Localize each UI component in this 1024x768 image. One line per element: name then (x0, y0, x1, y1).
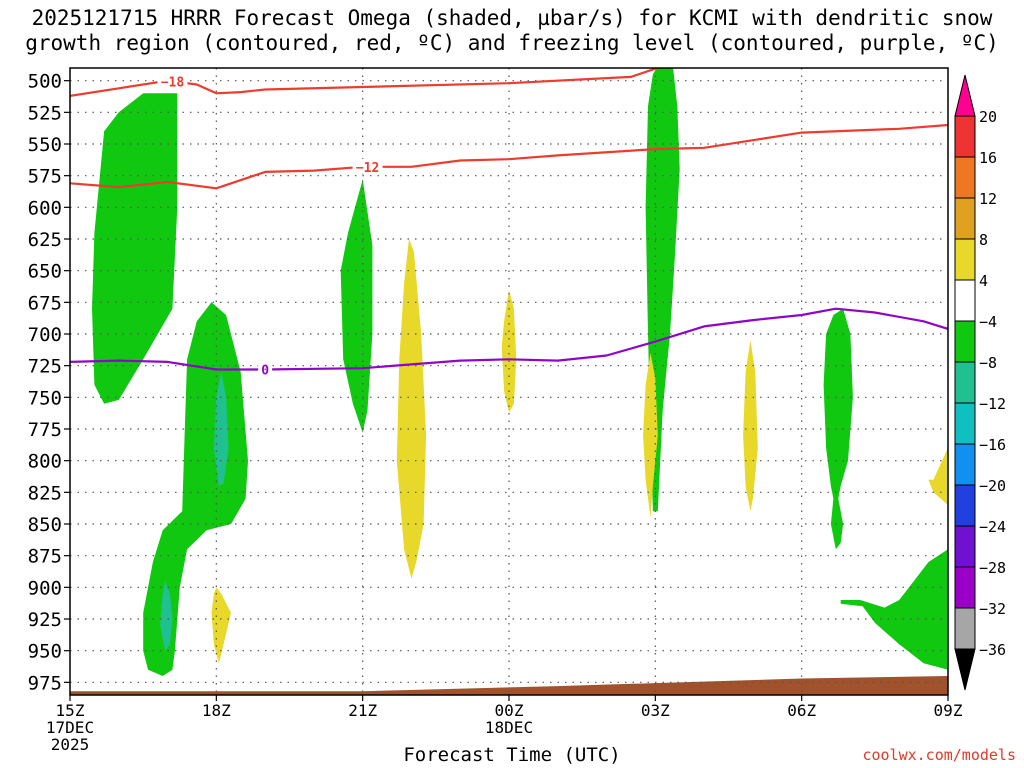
isotherm-minus-12-line (70, 123, 948, 190)
x-tick-label-0-0: 15Z (56, 701, 85, 720)
x-tick-label-15-0: 06Z (787, 701, 816, 720)
omega-shading (92, 68, 948, 676)
omega-yellow-1 (396, 239, 427, 579)
y-tick-label-975: 975 (28, 672, 62, 694)
colorbar-label-9: −20 (979, 477, 1006, 495)
y-tick-label-800: 800 (28, 451, 62, 473)
x-tick-label-12-0: 03Z (641, 701, 670, 720)
y-tick-label-675: 675 (28, 292, 62, 314)
freezing-level-label: 0 (261, 363, 269, 378)
colorbar-swatch-6 (954, 320, 976, 363)
omega-green-2 (143, 302, 248, 676)
colorbar-label-8: −16 (979, 436, 1006, 454)
x-tick-label-0-1: 17DEC (46, 718, 94, 737)
isotherm-minus-18-label: −18 (161, 75, 185, 90)
colorbar-label-7: −12 (979, 395, 1006, 413)
y-tick-label-925: 925 (28, 609, 62, 631)
colorbar-swatch-9 (954, 443, 976, 486)
colorbar-label-5: −4 (979, 313, 997, 331)
x-tick-label-3-0: 18Z (202, 701, 231, 720)
isotherm-minus-12-label-bg (352, 158, 383, 174)
chart-title: 2025121715 HRRR Forecast Omega (shaded, … (0, 6, 1024, 56)
y-tick-label-525: 525 (28, 102, 62, 124)
omega-green-6 (840, 549, 948, 670)
y-tick-label-750: 750 (28, 387, 62, 409)
x-tick-label-6-0: 21Z (348, 701, 377, 720)
colorbar-label-3: 8 (979, 231, 988, 249)
omega-yellow-6 (211, 587, 231, 664)
y-tick-label-600: 600 (28, 197, 62, 219)
isotherm-minus-18-line (70, 68, 661, 97)
omega-green-3 (340, 179, 373, 433)
omega-green-1 (92, 93, 178, 404)
omega-yellow-3 (643, 353, 658, 518)
colorbar-swatch-11 (954, 525, 976, 568)
isotherm-minus-12-label: −12 (356, 161, 379, 176)
colorbar-swatch-7 (954, 361, 976, 404)
colorbar-swatch-12 (954, 566, 976, 609)
contour-lines: −18 −12 0 (70, 68, 948, 378)
y-tick-label-775: 775 (28, 419, 62, 441)
x-tick-label-9-0: 00Z (495, 701, 524, 720)
y-tick-label-575: 575 (28, 166, 62, 188)
y-tick-label-550: 550 (28, 134, 62, 156)
x-axis-title: Forecast Time (UTC) (403, 744, 621, 766)
colorbar-swatch-1 (954, 115, 976, 158)
y-tick-label-650: 650 (28, 261, 62, 283)
chart-title-line-1: 2025121715 HRRR Forecast Omega (shaded, … (31, 6, 993, 30)
chart-title-line-2: growth region (contoured, red, ºC) and f… (25, 31, 999, 55)
x-tick-label-0-2: 2025 (51, 735, 90, 754)
colorbar-swatch-13 (954, 607, 976, 650)
omega-yellow-4 (743, 340, 758, 512)
colorbar-top-triangle (954, 74, 976, 117)
colorbar-bottom-triangle (954, 648, 976, 691)
colorbar-swatch-4 (954, 238, 976, 281)
y-tick-label-950: 950 (28, 641, 62, 663)
colorbar-swatch-3 (954, 197, 976, 240)
colorbar-label-13: −36 (979, 641, 1006, 659)
colorbar-swatch-5 (954, 279, 976, 322)
colorbar-swatch-2 (954, 156, 976, 199)
omega-yellow-2 (501, 289, 517, 413)
colorbar-swatch-10 (954, 484, 976, 527)
colorbar-label-4: 4 (979, 272, 988, 290)
x-tick-label-9-1: 18DEC (485, 718, 533, 737)
omega-green-5 (823, 308, 853, 550)
y-tick-label-500: 500 (28, 71, 62, 93)
omega-teal-2 (160, 581, 173, 651)
y-tick-label-725: 725 (28, 356, 62, 378)
isotherm-minus-18-label-bg (157, 73, 188, 89)
y-tick-label-825: 825 (28, 482, 62, 504)
colorbar-label-0: 20 (979, 108, 997, 126)
terrain-fill (70, 676, 948, 695)
y-axis: 500 525 550 575 600 625 650 675 700 725 750 775 800 8… (28, 71, 70, 694)
colorbar-label-10: −24 (979, 518, 1006, 536)
colorbar: 20 16 12 8 4 −4 −8 −12 −16 −20 −24 −28 −32 −36 (954, 74, 1006, 691)
x-tick-label-18-0: 09Z (934, 701, 963, 720)
colorbar-label-6: −8 (979, 354, 997, 372)
y-tick-label-850: 850 (28, 514, 62, 536)
colorbar-label-1: 16 (979, 149, 997, 167)
site-credit: coolwx.com/models (862, 746, 1016, 764)
colorbar-swatch-8 (954, 402, 976, 445)
y-tick-label-875: 875 (28, 546, 62, 568)
freezing-level-label-bg (258, 361, 273, 377)
freezing-level-line (70, 307, 948, 371)
colorbar-label-11: −28 (979, 559, 1006, 577)
y-tick-label-900: 900 (28, 577, 62, 599)
colorbar-label-2: 12 (979, 190, 997, 208)
terrain-layer (70, 676, 948, 695)
colorbar-label-12: −32 (979, 600, 1006, 618)
y-tick-label-625: 625 (28, 229, 62, 251)
omega-yellow-5 (928, 448, 948, 505)
y-tick-label-700: 700 (28, 324, 62, 346)
